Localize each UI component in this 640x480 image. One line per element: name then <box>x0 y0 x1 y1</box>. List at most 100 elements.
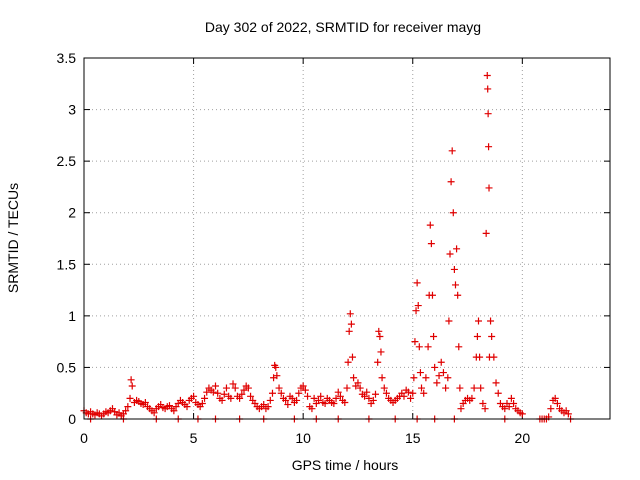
data-point <box>450 265 458 273</box>
data-point <box>449 209 457 217</box>
data-point <box>414 302 422 310</box>
data-point <box>456 384 464 392</box>
data-point <box>183 403 191 411</box>
data-point <box>236 394 244 402</box>
data-point <box>317 392 325 400</box>
data-point <box>418 384 426 392</box>
y-tick-label: 1.5 <box>57 256 77 272</box>
data-point <box>308 405 316 413</box>
data-point <box>346 310 354 318</box>
data-point <box>378 374 386 382</box>
data-point <box>433 379 441 387</box>
data-point <box>203 388 211 396</box>
data-point <box>354 379 362 387</box>
data-point <box>448 147 456 155</box>
data-point <box>484 110 492 118</box>
data-point <box>332 394 340 402</box>
plot-frame <box>83 57 611 420</box>
data-point <box>427 240 435 248</box>
data-point <box>410 374 418 382</box>
data-point <box>477 384 485 392</box>
data-point <box>457 405 465 413</box>
data-point <box>345 327 353 335</box>
data-point <box>428 291 436 299</box>
data-point <box>437 358 445 366</box>
data-point <box>420 389 428 397</box>
data-point <box>551 394 559 402</box>
data-point <box>209 388 217 396</box>
data-point <box>299 382 307 390</box>
data-point <box>198 400 206 408</box>
data-point <box>415 343 423 351</box>
data-point <box>348 353 356 361</box>
data-point <box>124 403 132 411</box>
data-point <box>447 178 455 186</box>
data-point <box>365 394 373 402</box>
data-point <box>238 390 246 398</box>
data-point <box>374 358 382 366</box>
data-point <box>273 372 281 380</box>
data-point <box>400 392 408 400</box>
data-point <box>407 394 415 402</box>
data-point <box>268 389 276 397</box>
data-point <box>507 394 515 402</box>
data-series <box>80 72 575 423</box>
data-point <box>564 410 572 418</box>
data-point <box>293 396 301 404</box>
data-point <box>454 291 462 299</box>
x-tick-label: 5 <box>190 430 198 446</box>
data-point <box>227 394 235 402</box>
data-point <box>170 407 178 415</box>
data-point <box>247 392 255 400</box>
data-point <box>266 396 274 404</box>
data-point <box>479 400 487 408</box>
data-point <box>376 332 384 340</box>
data-point <box>126 394 134 402</box>
data-point <box>321 400 329 408</box>
y-tick-label: 0 <box>68 411 76 427</box>
data-point <box>377 348 385 356</box>
data-point <box>201 394 209 402</box>
data-point <box>295 389 303 397</box>
data-point <box>127 376 135 384</box>
data-point <box>315 396 323 404</box>
data-point <box>485 184 493 192</box>
x-axis-label: GPS time / hours <box>292 457 399 473</box>
data-point <box>488 332 496 340</box>
data-point <box>310 394 318 402</box>
data-point <box>442 384 450 392</box>
y-tick-label: 0.5 <box>57 359 77 375</box>
x-tick-label: 10 <box>295 430 311 446</box>
data-point <box>190 392 198 400</box>
data-point <box>260 401 268 409</box>
data-point <box>473 332 481 340</box>
data-point <box>347 320 355 328</box>
data-point <box>275 384 283 392</box>
data-point <box>356 384 364 392</box>
data-point <box>343 384 351 392</box>
data-point <box>277 389 285 397</box>
data-point <box>334 388 342 396</box>
data-point <box>413 279 421 287</box>
data-point <box>487 317 495 325</box>
data-point <box>424 343 432 351</box>
data-point <box>416 369 424 377</box>
data-point <box>231 384 239 392</box>
data-point <box>361 392 369 400</box>
chart-title: Day 302 of 2022, SRMTID for receiver may… <box>205 19 481 35</box>
tick-labels: 0 5 10 15 20 0 0.5 1 1.5 2 2.5 3 3.5 <box>57 50 531 446</box>
data-point <box>404 388 412 396</box>
data-point <box>435 372 443 380</box>
data-point <box>288 394 296 402</box>
y-tick-label: 1 <box>68 308 76 324</box>
data-point <box>453 245 461 253</box>
data-point <box>375 327 383 335</box>
y-tick-label: 2 <box>68 205 76 221</box>
data-point <box>363 388 371 396</box>
data-point <box>505 403 513 411</box>
data-point <box>301 386 309 394</box>
data-point <box>482 229 490 237</box>
data-point <box>122 407 130 415</box>
data-point <box>264 403 272 411</box>
